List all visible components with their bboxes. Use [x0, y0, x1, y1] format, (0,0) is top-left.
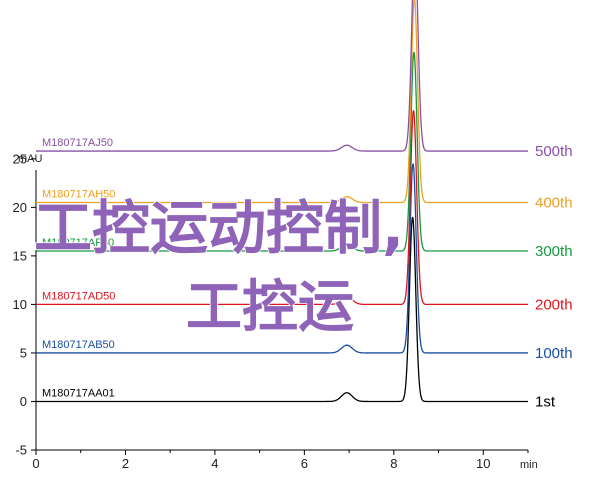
trace-label-group: M180717AA01 1st M180717AB50 100th M180717AD5… [42, 137, 573, 410]
trace-line-200th [36, 110, 528, 306]
axis-ticks: 0 2 4 6 8 10 -5 0 5 10 15 20 25 [13, 151, 529, 471]
run-label: 100th [535, 345, 573, 362]
trace-name-label: M180717AF50 [42, 237, 114, 249]
chart-axes: mAU min [18, 153, 538, 471]
trace-name-label: M180717AJ50 [42, 137, 113, 149]
x-tick-label: 4 [211, 456, 218, 471]
run-label: 1st [535, 393, 556, 410]
trace-name-label: M180717AA01 [42, 387, 115, 399]
y-axis-unit-label: mAU [18, 153, 43, 165]
watermark-line-2: 工控运 [186, 275, 354, 340]
trace-group [36, 0, 528, 403]
x-tick-label: 2 [122, 456, 129, 471]
y-tick-label: 20 [13, 200, 27, 215]
trace-line-1st [36, 216, 528, 403]
trace-name-label: M180717AB50 [42, 339, 115, 351]
run-label: 300th [535, 243, 573, 260]
watermark-overlay: 工控运动控制, 工控运 [33, 193, 405, 341]
watermark-line-1: 工控运动控制, [34, 194, 404, 262]
y-tick-label: 25 [13, 151, 27, 166]
trace-line-500th [36, 0, 528, 152]
trace-line-100th [36, 163, 528, 354]
y-tick-label: 15 [13, 248, 27, 263]
x-tick-label: 10 [476, 456, 490, 471]
x-tick-label: 6 [301, 456, 308, 471]
x-axis-unit-label: min [520, 459, 538, 471]
trace-name-label: M180717AD50 [42, 290, 115, 302]
trace-name-label: M180717AH50 [42, 189, 115, 201]
run-label: 400th [535, 195, 573, 212]
run-label: 500th [535, 143, 573, 160]
y-tick-label: -5 [15, 443, 27, 458]
trace-line-300th [36, 51, 528, 252]
x-tick-label: 8 [390, 456, 397, 471]
y-tick-label: 10 [13, 297, 27, 312]
y-tick-label: 0 [20, 394, 27, 409]
trace-line-400th [36, 0, 528, 204]
run-label: 200th [535, 296, 573, 313]
x-tick-label: 0 [32, 456, 39, 471]
y-tick-label: 5 [20, 345, 27, 360]
